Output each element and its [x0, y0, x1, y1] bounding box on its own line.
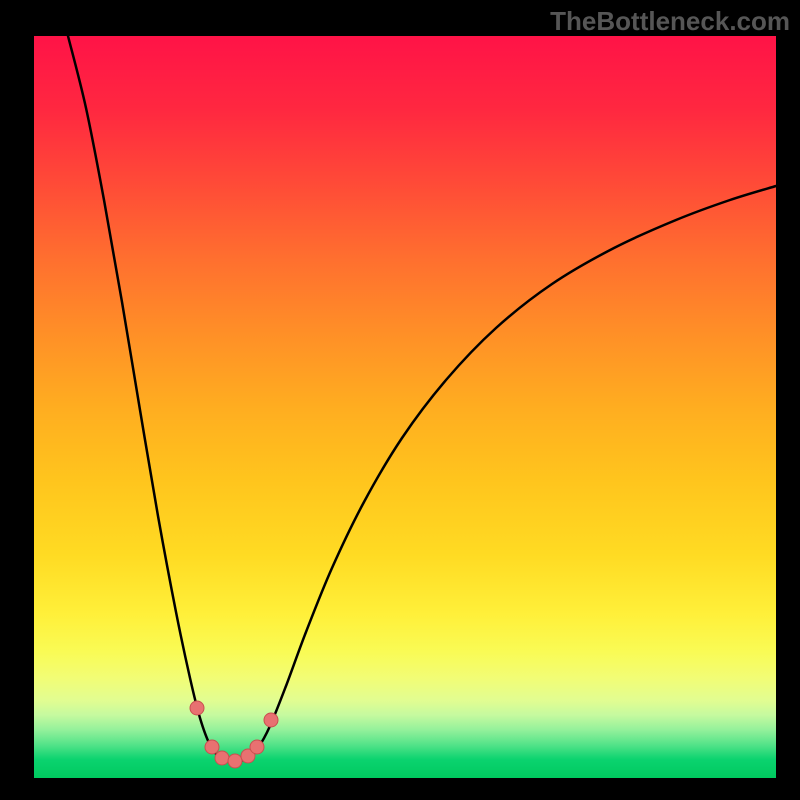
- curve-marker: [205, 740, 219, 754]
- curve-marker: [264, 713, 278, 727]
- curve-marker: [215, 751, 229, 765]
- chart-container: TheBottleneck.com: [0, 0, 800, 800]
- curve-marker: [228, 754, 242, 768]
- plot-background: [34, 36, 776, 778]
- curve-marker: [190, 701, 204, 715]
- curve-marker: [250, 740, 264, 754]
- bottleneck-curve-chart: [0, 0, 800, 800]
